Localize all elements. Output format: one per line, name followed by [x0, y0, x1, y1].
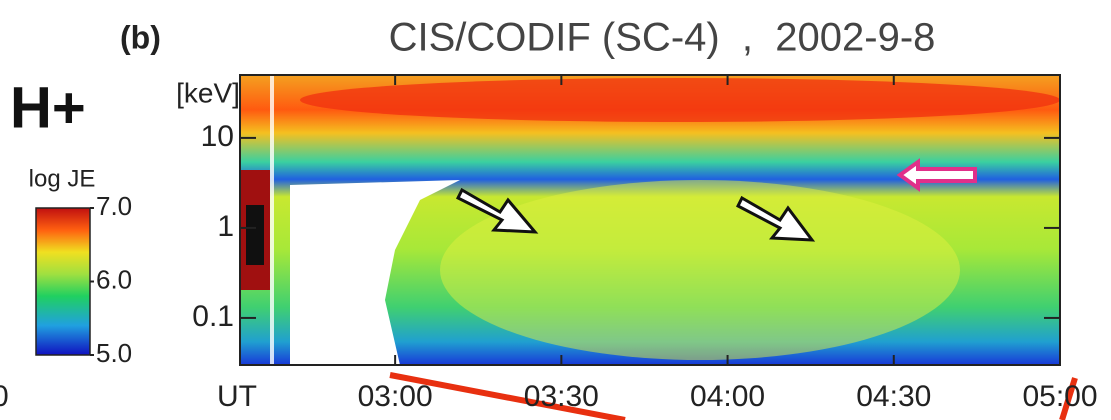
spectrogram-image [240, 75, 1060, 365]
chart-title: CIS/CODIF (SC-4) , 2002-9-8 [389, 16, 936, 60]
arrow [455, 187, 539, 234]
panel-label: (b) [120, 19, 161, 55]
x-tick-label: 04:00 [690, 380, 765, 413]
x-tick-label: 03:00 [358, 380, 433, 413]
x-tick-label: 04:30 [856, 380, 931, 413]
red-line [1059, 377, 1078, 420]
colorbar-tick-label: 7.0 [96, 191, 132, 221]
species-label: H+ [10, 75, 86, 140]
colorbar-tick-label: 5.0 [96, 338, 132, 368]
edge-label: 0 [0, 380, 9, 413]
red-line [389, 372, 626, 420]
x-tick-label: 03:30 [524, 380, 599, 413]
colorbar [35, 207, 91, 356]
plot-frame [239, 74, 1061, 366]
arrow [736, 195, 816, 242]
x-tick-label: 05:00 [1022, 380, 1097, 413]
y-tick-label: 10 [201, 120, 234, 153]
y-unit: [keV] [176, 77, 240, 108]
pink-arrow [896, 158, 977, 192]
y-tick-label: 1 [217, 210, 234, 243]
colorbar-label: log JE [29, 165, 96, 192]
x-label: UT [217, 380, 257, 413]
y-tick-label: 0.1 [192, 300, 234, 333]
colorbar-tick-label: 6.0 [96, 264, 132, 294]
